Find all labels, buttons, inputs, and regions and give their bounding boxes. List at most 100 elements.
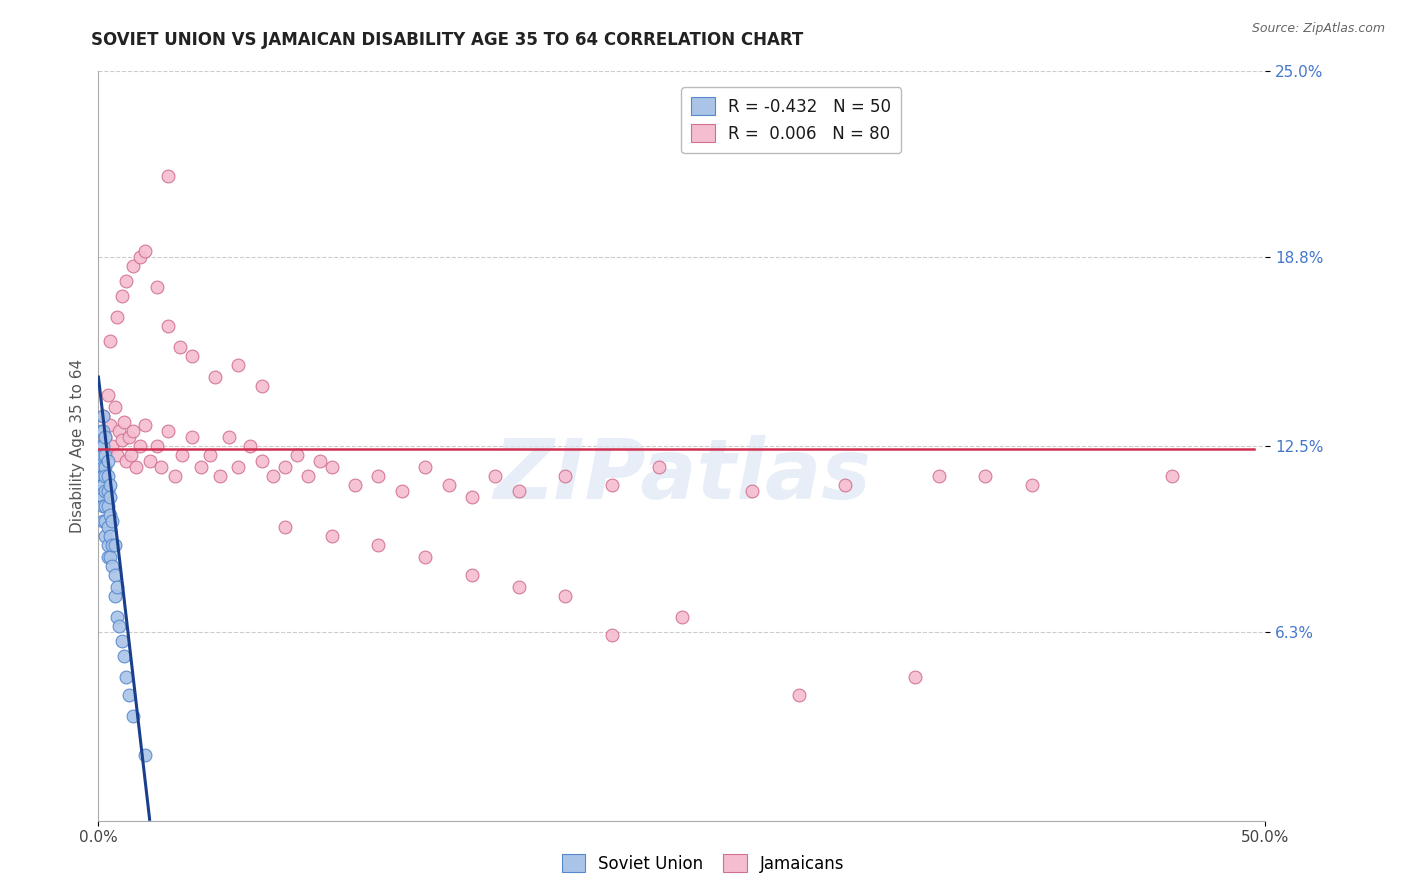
Point	[204, 370, 226, 384]
Point	[98, 508, 121, 522]
Point	[190, 460, 212, 475]
Text: Source: ZipAtlas.com: Source: ZipAtlas.com	[1251, 22, 1385, 36]
Point	[129, 439, 152, 453]
Y-axis label: Disability Age 35 to 64: Disability Age 35 to 64	[69, 359, 84, 533]
Point	[834, 478, 856, 492]
Point	[218, 430, 240, 444]
Point	[413, 549, 436, 564]
Text: SOVIET UNION VS JAMAICAN DISABILITY AGE 35 TO 64 CORRELATION CHART: SOVIET UNION VS JAMAICAN DISABILITY AGE …	[91, 31, 804, 49]
Point	[98, 490, 121, 504]
Point	[105, 610, 128, 624]
Point	[105, 448, 128, 462]
Point	[94, 430, 117, 444]
Point	[600, 478, 623, 492]
Point	[367, 538, 389, 552]
Point	[91, 478, 114, 492]
Point	[111, 633, 134, 648]
Point	[94, 514, 117, 528]
Point	[97, 469, 120, 483]
Point	[146, 280, 169, 294]
Point	[112, 415, 135, 429]
Point	[180, 430, 202, 444]
Point	[157, 319, 180, 334]
Point	[172, 448, 194, 462]
Point	[122, 708, 145, 723]
Point	[134, 747, 156, 762]
Point	[90, 483, 112, 498]
Point	[104, 538, 127, 552]
Point	[91, 469, 114, 483]
Point	[90, 424, 112, 438]
Point	[94, 430, 117, 444]
Point	[928, 469, 950, 483]
Point	[101, 439, 124, 453]
Point	[98, 334, 121, 348]
Point	[91, 460, 114, 475]
Point	[134, 417, 156, 432]
Point	[91, 439, 114, 453]
Point	[120, 448, 142, 462]
Point	[787, 688, 810, 702]
Legend: Soviet Union, Jamaicans: Soviet Union, Jamaicans	[555, 847, 851, 880]
Text: ZIPatlas: ZIPatlas	[494, 435, 870, 516]
Point	[1021, 478, 1043, 492]
Point	[94, 448, 117, 462]
Point	[274, 460, 297, 475]
Point	[118, 430, 141, 444]
Point	[413, 460, 436, 475]
Point	[297, 469, 319, 483]
Point	[200, 448, 222, 462]
Point	[239, 439, 262, 453]
Point	[461, 490, 484, 504]
Point	[508, 580, 530, 594]
Point	[146, 439, 169, 453]
Point	[157, 169, 180, 184]
Point	[108, 424, 131, 438]
Point	[91, 409, 114, 423]
Point	[91, 499, 114, 513]
Point	[91, 490, 114, 504]
Point	[122, 424, 145, 438]
Point	[91, 448, 114, 462]
Point	[904, 670, 927, 684]
Point	[554, 469, 576, 483]
Point	[118, 688, 141, 702]
Point	[367, 469, 389, 483]
Point	[94, 529, 117, 543]
Point	[98, 529, 121, 543]
Point	[250, 379, 273, 393]
Point	[391, 483, 413, 498]
Point	[108, 619, 131, 633]
Point	[554, 589, 576, 603]
Point	[115, 670, 138, 684]
Point	[165, 469, 187, 483]
Point	[90, 454, 112, 468]
Point	[647, 460, 669, 475]
Point	[741, 483, 763, 498]
Point	[91, 514, 114, 528]
Point	[97, 549, 120, 564]
Legend: R = -0.432   N = 50, R =  0.006   N = 80: R = -0.432 N = 50, R = 0.006 N = 80	[682, 87, 901, 153]
Point	[974, 469, 997, 483]
Point	[90, 469, 112, 483]
Point	[250, 454, 273, 468]
Point	[98, 417, 121, 432]
Point	[98, 549, 121, 564]
Point	[321, 460, 343, 475]
Point	[125, 460, 148, 475]
Point	[104, 589, 127, 603]
Point	[111, 289, 134, 303]
Point	[1161, 469, 1184, 483]
Point	[115, 454, 138, 468]
Point	[274, 520, 297, 534]
Point	[122, 259, 145, 273]
Point	[94, 483, 117, 498]
Point	[97, 538, 120, 552]
Point	[94, 499, 117, 513]
Point	[600, 628, 623, 642]
Point	[344, 478, 367, 492]
Point	[150, 460, 173, 475]
Point	[101, 514, 124, 528]
Point	[104, 567, 127, 582]
Point	[94, 460, 117, 475]
